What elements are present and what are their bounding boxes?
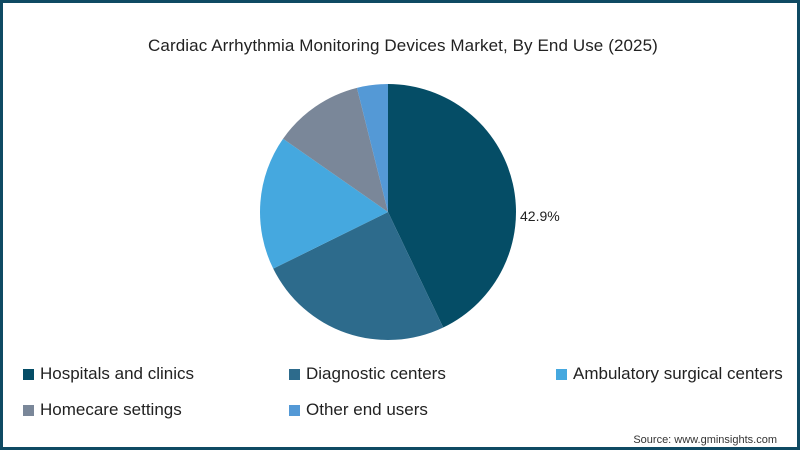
legend-swatch-icon [23,368,34,380]
legend-label: Homecare settings [40,400,182,419]
data-label-hospitals: 42.9% [520,208,560,224]
pie-slice-diagnostic [273,212,444,340]
legend-label: Hospitals and clinics [40,364,195,383]
pie-chart [260,84,516,340]
pie-slice-hospitals [388,84,516,328]
pie-slice-other [356,84,388,212]
legend-swatch-icon [289,368,300,380]
legend-item-ambulatory: Ambulatory surgical centers [556,364,783,384]
legend-swatch-icon [556,368,567,380]
legend-swatch-icon [289,404,300,416]
source-note: Source: www.gminsights.com [633,434,777,446]
legend-label: Other end users [306,400,428,419]
legend-swatch-icon [23,404,34,416]
pie-slice-ambulatory [260,138,388,269]
legend-item-hospitals: Hospitals and clinics [23,364,194,384]
legend-label: Diagnostic centers [306,364,446,383]
pie-slice-homecare [283,87,388,212]
legend-label: Ambulatory surgical centers [573,364,783,383]
chart-title: Cardiac Arrhythmia Monitoring Devices Ma… [148,36,658,55]
legend-item-diagnostic: Diagnostic centers [289,364,446,384]
legend-item-other: Other end users [289,400,428,420]
legend-item-homecare: Homecare settings [23,400,182,420]
